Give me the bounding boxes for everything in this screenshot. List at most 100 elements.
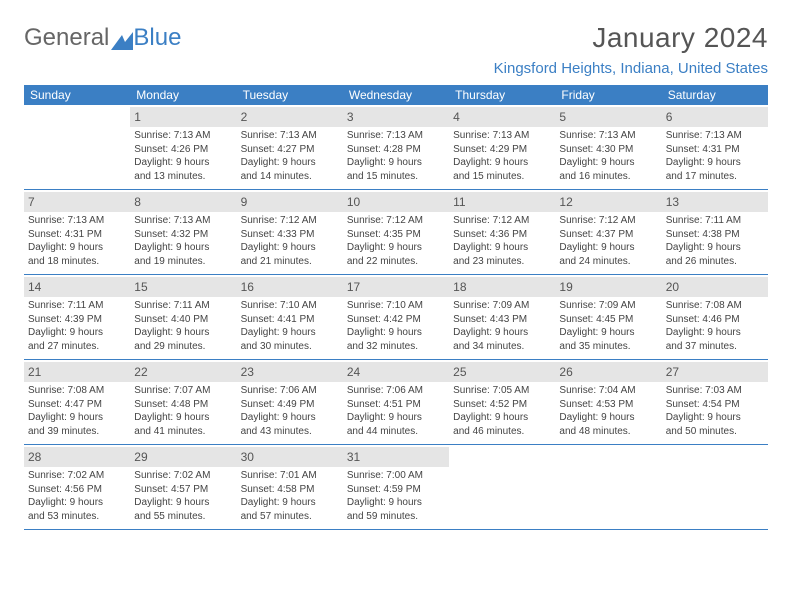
day-number: 12 <box>559 195 572 209</box>
day-info-line: Sunrise: 7:03 AM <box>666 384 764 398</box>
day-info: Sunrise: 7:10 AMSunset: 4:42 PMDaylight:… <box>347 299 445 353</box>
week-row: 21Sunrise: 7:08 AMSunset: 4:47 PMDayligh… <box>24 360 768 445</box>
day-cell: 1Sunrise: 7:13 AMSunset: 4:26 PMDaylight… <box>130 105 236 189</box>
day-number-row: 28 <box>24 447 130 467</box>
day-number: 9 <box>241 195 248 209</box>
day-info-line: Sunrise: 7:13 AM <box>134 129 232 143</box>
day-cell: 9Sunrise: 7:12 AMSunset: 4:33 PMDaylight… <box>237 190 343 274</box>
day-cell: 11Sunrise: 7:12 AMSunset: 4:36 PMDayligh… <box>449 190 555 274</box>
day-info: Sunrise: 7:13 AMSunset: 4:31 PMDaylight:… <box>28 214 126 268</box>
day-number-row: 20 <box>662 277 768 297</box>
day-info-line: Sunset: 4:31 PM <box>666 143 764 157</box>
day-cell: 3Sunrise: 7:13 AMSunset: 4:28 PMDaylight… <box>343 105 449 189</box>
day-info: Sunrise: 7:00 AMSunset: 4:59 PMDaylight:… <box>347 469 445 523</box>
day-number: 20 <box>666 280 679 294</box>
day-info-line: Sunset: 4:58 PM <box>241 483 339 497</box>
day-info-line: and 35 minutes. <box>559 340 657 354</box>
day-info-line: Sunset: 4:31 PM <box>28 228 126 242</box>
day-cell: 6Sunrise: 7:13 AMSunset: 4:31 PMDaylight… <box>662 105 768 189</box>
day-number-row: 15 <box>130 277 236 297</box>
day-info-line: and 17 minutes. <box>666 170 764 184</box>
day-info-line: Daylight: 9 hours <box>241 326 339 340</box>
day-number-row: 29 <box>130 447 236 467</box>
day-info-line: Sunset: 4:27 PM <box>241 143 339 157</box>
day-info-line: and 39 minutes. <box>28 425 126 439</box>
weekday-header: Wednesday <box>343 85 449 105</box>
day-info: Sunrise: 7:06 AMSunset: 4:51 PMDaylight:… <box>347 384 445 438</box>
day-info-line: Sunset: 4:30 PM <box>559 143 657 157</box>
day-info-line: and 34 minutes. <box>453 340 551 354</box>
day-cell: 25Sunrise: 7:05 AMSunset: 4:52 PMDayligh… <box>449 360 555 444</box>
day-info-line: Daylight: 9 hours <box>241 496 339 510</box>
day-info-line: and 23 minutes. <box>453 255 551 269</box>
day-cell: 28Sunrise: 7:02 AMSunset: 4:56 PMDayligh… <box>24 445 130 529</box>
day-info: Sunrise: 7:13 AMSunset: 4:28 PMDaylight:… <box>347 129 445 183</box>
day-info-line: Daylight: 9 hours <box>241 156 339 170</box>
day-cell: 10Sunrise: 7:12 AMSunset: 4:35 PMDayligh… <box>343 190 449 274</box>
day-info-line: Daylight: 9 hours <box>347 326 445 340</box>
day-number-row: 5 <box>555 107 661 127</box>
day-info-line: and 18 minutes. <box>28 255 126 269</box>
day-number: 26 <box>559 365 572 379</box>
day-info: Sunrise: 7:07 AMSunset: 4:48 PMDaylight:… <box>134 384 232 438</box>
day-info: Sunrise: 7:01 AMSunset: 4:58 PMDaylight:… <box>241 469 339 523</box>
day-number: 23 <box>241 365 254 379</box>
day-info-line: Daylight: 9 hours <box>559 326 657 340</box>
day-info-line: Daylight: 9 hours <box>559 411 657 425</box>
day-info-line: Daylight: 9 hours <box>28 411 126 425</box>
day-info-line: Daylight: 9 hours <box>666 411 764 425</box>
day-info-line: and 19 minutes. <box>134 255 232 269</box>
day-number: 2 <box>241 110 248 124</box>
day-number: 30 <box>241 450 254 464</box>
day-info-line: Daylight: 9 hours <box>666 326 764 340</box>
day-info-line: and 24 minutes. <box>559 255 657 269</box>
day-info-line: and 44 minutes. <box>347 425 445 439</box>
day-info: Sunrise: 7:12 AMSunset: 4:36 PMDaylight:… <box>453 214 551 268</box>
day-info: Sunrise: 7:13 AMSunset: 4:30 PMDaylight:… <box>559 129 657 183</box>
weekday-row: SundayMondayTuesdayWednesdayThursdayFrid… <box>24 85 768 105</box>
day-cell: 13Sunrise: 7:11 AMSunset: 4:38 PMDayligh… <box>662 190 768 274</box>
day-info-line: Sunset: 4:32 PM <box>134 228 232 242</box>
day-info-line: Sunset: 4:51 PM <box>347 398 445 412</box>
day-number: 17 <box>347 280 360 294</box>
day-cell: 19Sunrise: 7:09 AMSunset: 4:45 PMDayligh… <box>555 275 661 359</box>
day-info: Sunrise: 7:02 AMSunset: 4:56 PMDaylight:… <box>28 469 126 523</box>
day-cell <box>555 445 661 529</box>
day-info: Sunrise: 7:09 AMSunset: 4:45 PMDaylight:… <box>559 299 657 353</box>
day-info: Sunrise: 7:13 AMSunset: 4:31 PMDaylight:… <box>666 129 764 183</box>
day-info-line: Sunrise: 7:08 AM <box>28 384 126 398</box>
day-info-line: Sunset: 4:43 PM <box>453 313 551 327</box>
day-info-line: Daylight: 9 hours <box>347 156 445 170</box>
day-info-line: Sunset: 4:39 PM <box>28 313 126 327</box>
day-cell: 26Sunrise: 7:04 AMSunset: 4:53 PMDayligh… <box>555 360 661 444</box>
day-cell: 20Sunrise: 7:08 AMSunset: 4:46 PMDayligh… <box>662 275 768 359</box>
day-info-line: Sunset: 4:41 PM <box>241 313 339 327</box>
day-number: 31 <box>347 450 360 464</box>
day-info-line: and 13 minutes. <box>134 170 232 184</box>
day-info-line: Sunrise: 7:11 AM <box>666 214 764 228</box>
day-info-line: Daylight: 9 hours <box>241 241 339 255</box>
day-info-line: and 16 minutes. <box>559 170 657 184</box>
day-info-line: Daylight: 9 hours <box>241 411 339 425</box>
day-number-row: 10 <box>343 192 449 212</box>
day-info: Sunrise: 7:13 AMSunset: 4:29 PMDaylight:… <box>453 129 551 183</box>
day-info-line: Daylight: 9 hours <box>28 496 126 510</box>
weekday-header: Friday <box>555 85 661 105</box>
day-number-row: 21 <box>24 362 130 382</box>
day-info-line: Sunrise: 7:06 AM <box>347 384 445 398</box>
day-info-line: Sunrise: 7:12 AM <box>347 214 445 228</box>
day-number-row: 1 <box>130 107 236 127</box>
day-number-row: 22 <box>130 362 236 382</box>
day-info-line: Daylight: 9 hours <box>453 411 551 425</box>
day-info-line: and 32 minutes. <box>347 340 445 354</box>
logo-text-general: General <box>24 24 109 52</box>
day-number-row: 17 <box>343 277 449 297</box>
day-info-line: Sunset: 4:56 PM <box>28 483 126 497</box>
day-number-row: 25 <box>449 362 555 382</box>
day-info: Sunrise: 7:12 AMSunset: 4:35 PMDaylight:… <box>347 214 445 268</box>
day-info: Sunrise: 7:05 AMSunset: 4:52 PMDaylight:… <box>453 384 551 438</box>
day-info-line: Daylight: 9 hours <box>28 241 126 255</box>
day-number-row: 24 <box>343 362 449 382</box>
day-info: Sunrise: 7:10 AMSunset: 4:41 PMDaylight:… <box>241 299 339 353</box>
logo-text-blue: Blue <box>133 24 181 52</box>
